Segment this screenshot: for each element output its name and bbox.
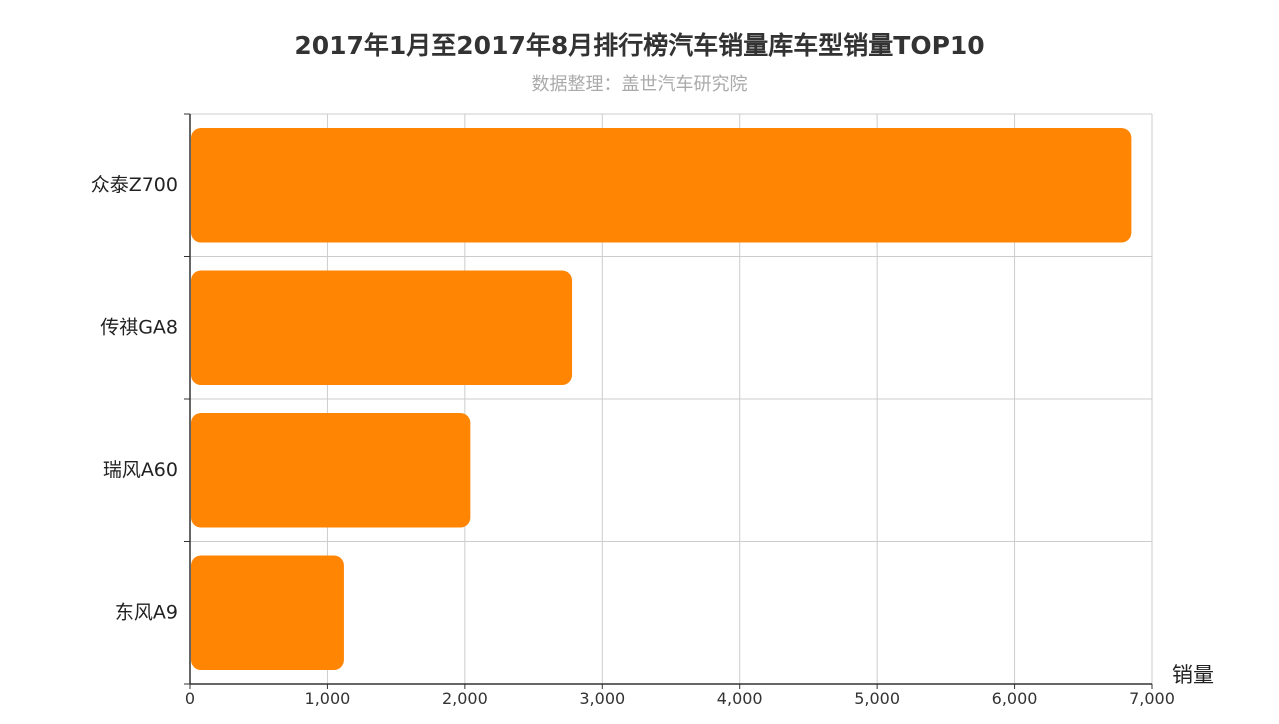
bar [191, 555, 344, 670]
chart-subtitle: 数据整理：盖世汽车研究院 [531, 74, 748, 95]
x-tick-label: 5,000 [854, 689, 900, 708]
x-tick-label: 7,000 [1129, 689, 1175, 708]
x-tick-label: 1,000 [305, 689, 351, 708]
category-label: 东风A9 [115, 601, 178, 623]
chart-title: 2017年1月至2017年8月排行榜汽车销量库车型销量TOP10 [294, 31, 985, 60]
x-axis-title: 销量 [1172, 663, 1214, 687]
x-tick-label: 3,000 [579, 689, 625, 708]
bar [191, 413, 471, 528]
category-label: 瑞风A60 [103, 459, 178, 481]
bar [191, 128, 1132, 243]
category-label: 众泰Z700 [91, 174, 178, 196]
x-tick-label: 0 [185, 689, 195, 708]
x-tick-label: 2,000 [442, 689, 488, 708]
category-label: 传祺GA8 [100, 316, 178, 338]
x-tick-label: 6,000 [992, 689, 1038, 708]
bar [191, 270, 573, 385]
x-tick-label: 4,000 [717, 689, 763, 708]
